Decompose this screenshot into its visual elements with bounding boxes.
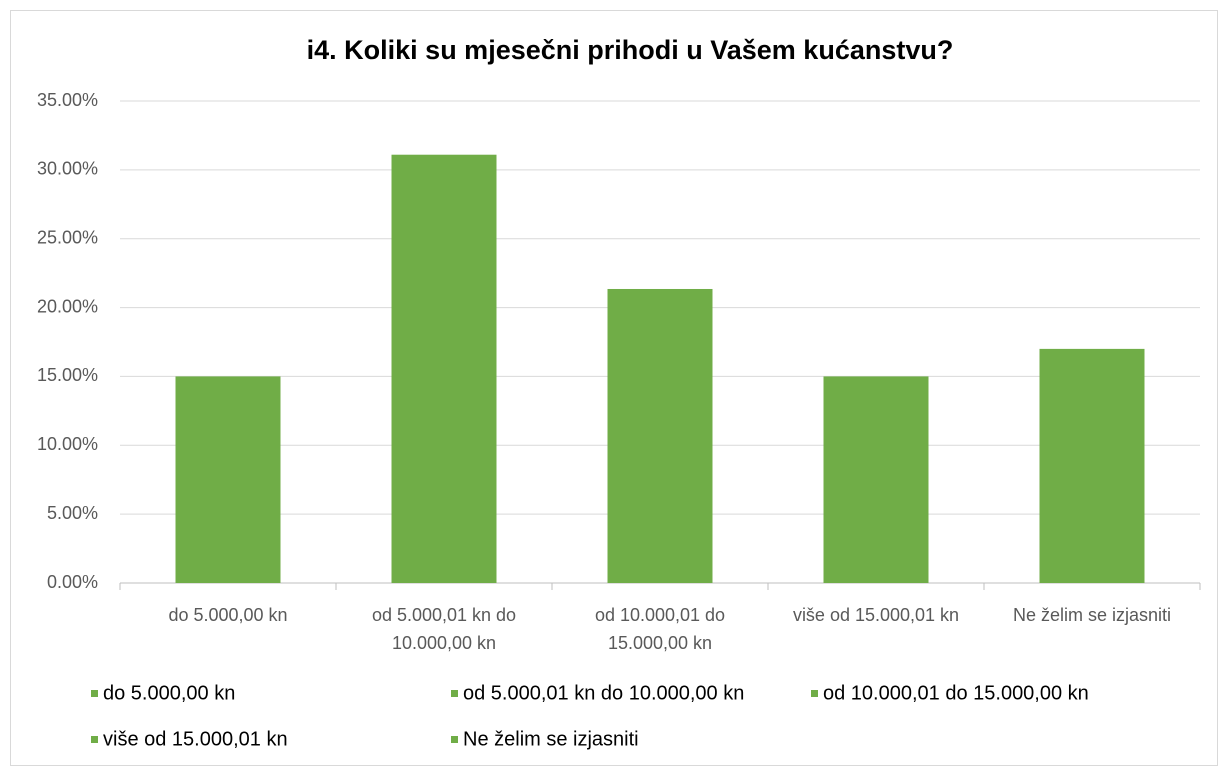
bar [607,288,713,583]
legend-marker [451,736,458,743]
legend-marker [451,690,458,697]
y-tick-label: 5.00% [47,503,98,523]
legend-label: Ne želim se izjasniti [463,728,639,750]
bar [1039,348,1145,583]
chart-title: i4. Koliki su mjesečni prihodi u Vašem k… [307,35,954,65]
legend-marker [91,690,98,697]
y-tick-label: 15.00% [37,365,98,385]
bar [175,376,281,583]
y-tick-label: 20.00% [37,296,98,316]
x-tick-label: do 5.000,00 kn [168,605,287,625]
x-tick-label: više od 15.000,01 kn [793,605,959,625]
y-tick-label: 0.00% [47,572,98,592]
x-tick-label: od 10.000,01 do 15.000,00 kn [595,605,725,653]
x-tick-label: od 5.000,01 kn do 10.000,00 kn [372,605,516,653]
legend-label: više od 15.000,01 kn [103,728,288,750]
x-tick-label: Ne želim se izjasniti [1013,605,1171,625]
legend-marker [91,736,98,743]
bar [391,154,497,584]
y-tick-label: 10.00% [37,434,98,454]
legend-label: od 5.000,01 kn do 10.000,00 kn [463,682,744,704]
legend-label: od 10.000,01 do 15.000,00 kn [823,682,1089,704]
y-tick-label: 30.00% [37,159,98,179]
bar [823,376,929,583]
legend-label: do 5.000,00 kn [103,682,235,704]
y-tick-label: 35.00% [37,90,98,110]
y-tick-label: 25.00% [37,227,98,247]
legend-marker [811,690,818,697]
